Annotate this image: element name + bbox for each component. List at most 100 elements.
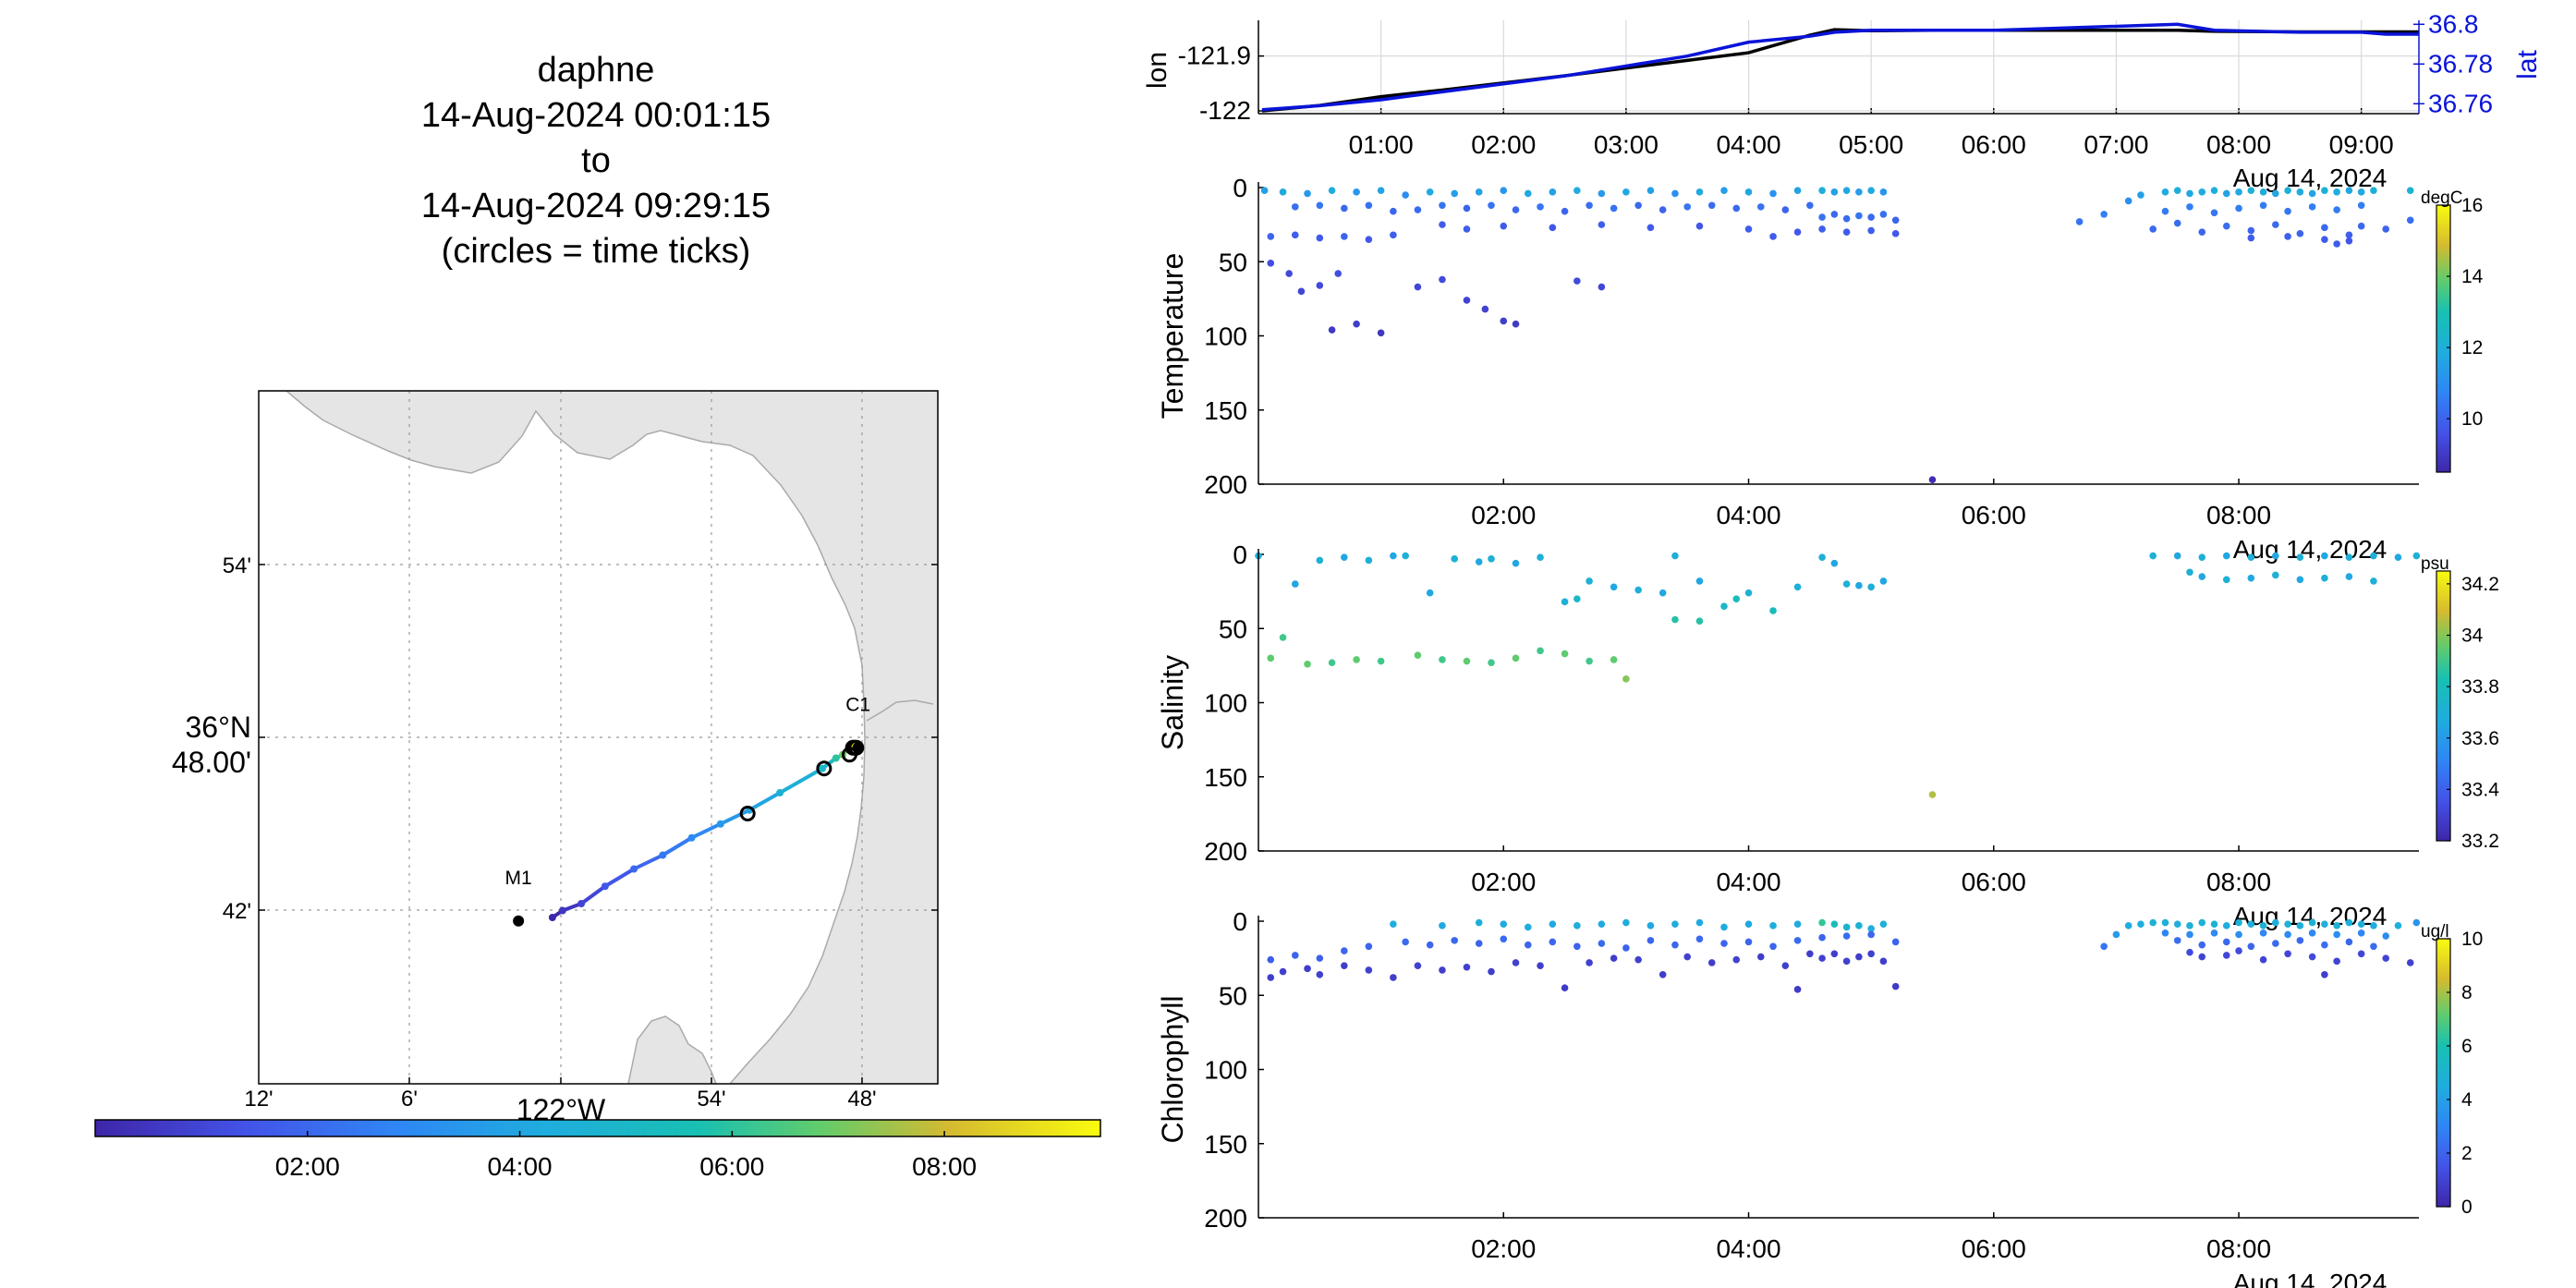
data-point xyxy=(1463,297,1471,304)
ytick-label: 100 xyxy=(1204,322,1247,351)
data-point xyxy=(1646,187,1655,195)
data-point xyxy=(1610,204,1618,213)
map-lat-labels: 54' 36°N 48.00' 42' xyxy=(172,553,251,924)
data-point xyxy=(2370,552,2377,560)
data-point xyxy=(1842,214,1851,223)
data-point xyxy=(1818,187,1826,195)
data-point xyxy=(1285,270,1293,277)
title-line-note: (circles = time ticks) xyxy=(441,232,751,271)
data-point xyxy=(2235,204,2242,213)
colorbar-units: psu xyxy=(2421,554,2449,574)
colorbar-tick-label: 4 xyxy=(2461,1089,2473,1111)
data-point xyxy=(2321,552,2328,560)
data-point xyxy=(2345,918,2353,927)
data-point xyxy=(2259,922,2267,930)
data-point xyxy=(2296,229,2304,237)
colorbar-tick-label: 12 xyxy=(2461,337,2483,358)
data-point xyxy=(1500,920,1508,929)
data-point xyxy=(1793,920,1802,929)
xtick-label: 06:00 xyxy=(1962,501,2026,529)
data-point xyxy=(1756,203,1765,211)
data-point xyxy=(1646,922,1655,930)
data-point xyxy=(1622,675,1630,683)
station-label: C1 xyxy=(845,694,870,715)
track-point xyxy=(548,914,556,921)
track-segment xyxy=(778,766,825,795)
ytick-label: 200 xyxy=(1204,470,1247,499)
track-point xyxy=(832,754,840,762)
xtick-label: 06:00 xyxy=(1962,868,2026,896)
data-point xyxy=(2124,197,2132,205)
data-point xyxy=(2406,216,2414,225)
data-point xyxy=(2186,922,2193,930)
data-point xyxy=(1855,581,1863,589)
lat-label-36n: 36°N xyxy=(186,711,252,744)
plot-title: daphne 14-Aug-2024 00:01:15 to 14-Aug-20… xyxy=(370,48,822,274)
data-point xyxy=(2173,187,2181,195)
data-point xyxy=(2357,930,2365,937)
data-point xyxy=(1622,188,1630,196)
data-point xyxy=(1475,558,1483,565)
ytick-label: 200 xyxy=(1204,837,1247,866)
time-colorbar-tick-label: 04:00 xyxy=(488,1152,553,1181)
lonlat-xtick-label: 07:00 xyxy=(2084,130,2148,159)
data-point xyxy=(1524,923,1532,931)
data-point xyxy=(1365,236,1373,243)
data-point xyxy=(1634,586,1642,594)
data-point xyxy=(1267,974,1275,981)
data-point xyxy=(2333,206,2340,213)
data-point xyxy=(1488,555,1495,563)
data-point xyxy=(2075,218,2084,225)
data-point xyxy=(1818,933,1826,942)
data-point xyxy=(2124,922,2132,930)
data-point xyxy=(1744,188,1753,196)
colorbar-tick-label: 33.8 xyxy=(2461,676,2499,698)
data-point xyxy=(2272,189,2279,198)
data-point xyxy=(1500,187,1508,195)
data-point xyxy=(2235,188,2242,196)
data-point xyxy=(2272,940,2279,947)
data-point xyxy=(1744,938,1753,946)
track-segment xyxy=(632,853,665,871)
data-point xyxy=(2333,240,2340,248)
xtick-label: 08:00 xyxy=(2206,1234,2271,1263)
data-point xyxy=(2161,188,2169,196)
colorbar-tick-label: 33.6 xyxy=(2461,728,2499,749)
data-point xyxy=(2284,233,2291,240)
data-point xyxy=(1695,577,1704,585)
colorbar-tick-label: 33.4 xyxy=(2461,779,2499,800)
track-point xyxy=(687,833,696,842)
lonlat-right-tick-label: 36.8 xyxy=(2428,9,2479,38)
data-point xyxy=(2186,189,2193,198)
data-point xyxy=(1451,189,1459,198)
data-point xyxy=(2149,552,2157,560)
data-point xyxy=(2112,930,2120,939)
lonlat-right-tick-label: 36.78 xyxy=(2428,49,2493,78)
data-point xyxy=(2272,571,2279,579)
data-point xyxy=(1316,970,1324,978)
data-point xyxy=(1524,941,1532,949)
data-point xyxy=(2333,188,2340,196)
data-point xyxy=(1879,577,1888,585)
data-point xyxy=(1769,922,1777,930)
data-point xyxy=(1793,583,1802,591)
data-point xyxy=(1341,233,1348,240)
data-point xyxy=(2259,930,2267,937)
data-point xyxy=(1475,188,1483,196)
data-point xyxy=(2222,938,2230,946)
data-point xyxy=(2412,552,2421,560)
data-point xyxy=(1634,955,1642,964)
data-point xyxy=(2284,920,2291,929)
data-point xyxy=(1500,222,1508,230)
data-point xyxy=(1659,206,1667,213)
data-point xyxy=(2370,922,2377,930)
data-point xyxy=(1365,201,1373,210)
data-point xyxy=(1439,966,1446,974)
data-point xyxy=(2406,187,2414,195)
data-point xyxy=(1867,226,1875,235)
data-point xyxy=(1439,922,1446,930)
lon-series-line xyxy=(1261,28,2419,113)
data-point xyxy=(1646,937,1655,944)
